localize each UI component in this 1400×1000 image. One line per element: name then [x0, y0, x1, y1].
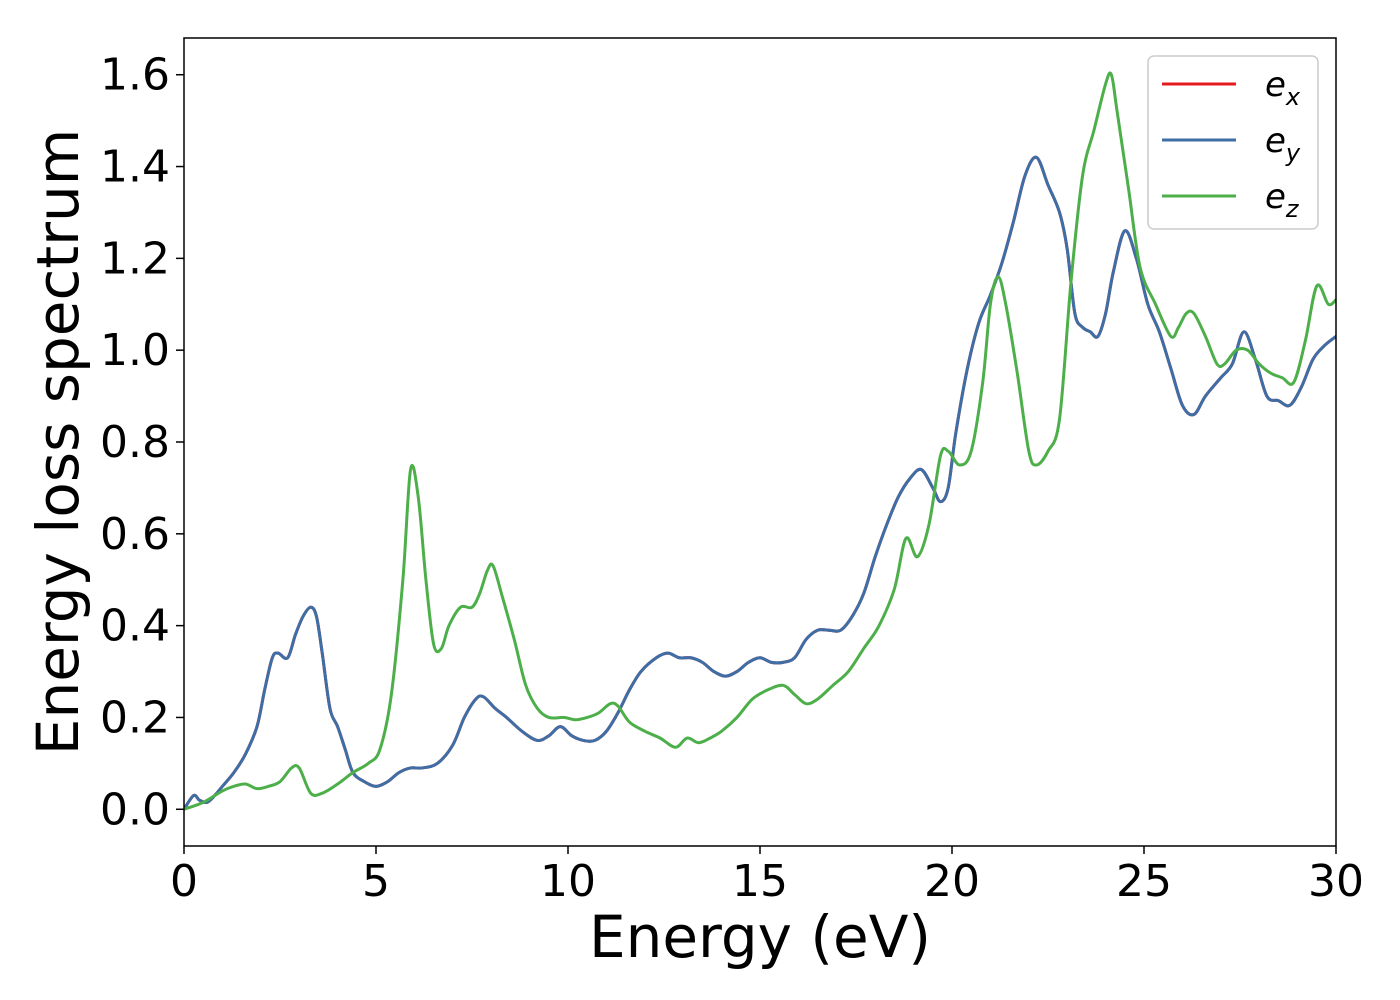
y-tick-label: 0.8 [100, 417, 170, 468]
x-tick-label: 0 [170, 856, 198, 907]
legend-label-base: e [1265, 177, 1286, 217]
legend-label-subscript: x [1285, 83, 1301, 111]
legend-label-subscript: z [1285, 195, 1300, 223]
y-tick-label: 0.6 [100, 509, 170, 560]
legend-label-ey: ey [1265, 121, 1301, 167]
series-line-ex [184, 155, 1336, 811]
y-tick-label: 1.6 [100, 50, 170, 101]
y-tick-label: 0.0 [100, 784, 170, 835]
series-line-ez [184, 71, 1336, 811]
x-tick-label: 20 [924, 856, 980, 907]
series-line-ey [184, 155, 1336, 811]
y-tick-label: 1.4 [100, 142, 170, 193]
x-tick-label: 5 [362, 856, 390, 907]
y-tick-label: 1.2 [100, 233, 170, 284]
x-tick-label: 15 [732, 856, 788, 907]
legend-label-subscript: y [1285, 139, 1301, 167]
x-axis-title: Energy (eV) [589, 903, 931, 971]
legend-label-base: e [1265, 65, 1286, 105]
legend-label-ez: ez [1265, 177, 1300, 223]
y-tick-label: 1.0 [100, 325, 170, 376]
y-axis-ticks: 0.0 0.2 0.4 0.6 0.8 1.0 1.2 1.4 1.6 [100, 50, 184, 835]
series-lines [184, 71, 1336, 811]
y-tick-label: 0.2 [100, 692, 170, 743]
x-tick-label: 30 [1308, 856, 1364, 907]
y-axis-title: Energy loss spectrum [24, 129, 92, 755]
x-tick-label: 10 [540, 856, 596, 907]
y-tick-label: 0.4 [100, 601, 170, 652]
legend-box [1147, 55, 1319, 230]
legend-label-ex: ex [1265, 65, 1301, 111]
legend-label-base: e [1265, 121, 1286, 161]
x-axis-ticks: 0 5 10 15 20 25 30 [170, 846, 1364, 907]
x-tick-label: 25 [1116, 856, 1172, 907]
